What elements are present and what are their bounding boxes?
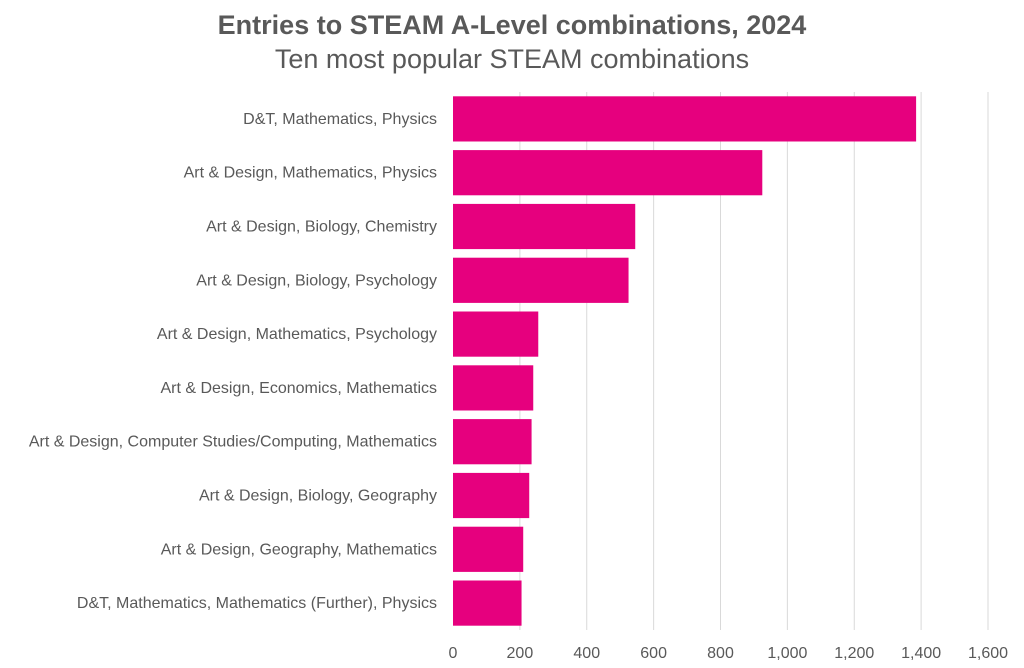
category-label: Art & Design, Mathematics, Physics [184, 165, 437, 182]
category-label: D&T, Mathematics, Mathematics (Further),… [77, 595, 437, 612]
x-tick-label: 1,200 [834, 645, 874, 662]
x-tick-labels: 0 200 400 600 800 1,000 1,200 1,400 1,600 [449, 645, 1009, 662]
bar [453, 203, 636, 250]
x-tick-label: 600 [640, 645, 667, 662]
bar [453, 365, 534, 411]
bar [453, 311, 539, 357]
x-tick-label: 0 [449, 645, 458, 662]
bar [453, 96, 917, 142]
bar [453, 150, 763, 196]
category-label: Art & Design, Geography, Mathematics [161, 541, 437, 558]
category-label: Art & Design, Biology, Psychology [196, 272, 437, 289]
category-label: D&T, Mathematics, Physics [243, 111, 437, 128]
category-label: Art & Design, Biology, Geography [199, 488, 437, 505]
x-tick-label: 800 [707, 645, 734, 662]
bars [453, 96, 917, 626]
bar [453, 580, 522, 626]
bar [453, 526, 524, 572]
gridlines [519, 92, 989, 630]
category-label: Art & Design, Mathematics, Psychology [157, 326, 437, 343]
category-label: Art & Design, Biology, Chemistry [206, 219, 437, 236]
bar [453, 257, 629, 303]
category-labels: D&T, Mathematics, Physics Art & Design, M… [29, 111, 437, 612]
category-label: Art & Design, Computer Studies/Computing… [29, 434, 437, 451]
bar [453, 419, 532, 465]
x-tick-label: 1,400 [901, 645, 941, 662]
x-tick-label: 1,600 [968, 645, 1008, 662]
chart-subtitle: Ten most popular STEAM combinations [274, 44, 750, 74]
x-tick-label: 400 [573, 645, 600, 662]
x-tick-label: 1,000 [767, 645, 807, 662]
chart-title: Entries to STEAM A-Level combinations, 2… [217, 10, 807, 40]
bar [453, 472, 530, 519]
category-label: Art & Design, Economics, Mathematics [160, 380, 437, 397]
x-tick-label: 200 [507, 645, 534, 662]
